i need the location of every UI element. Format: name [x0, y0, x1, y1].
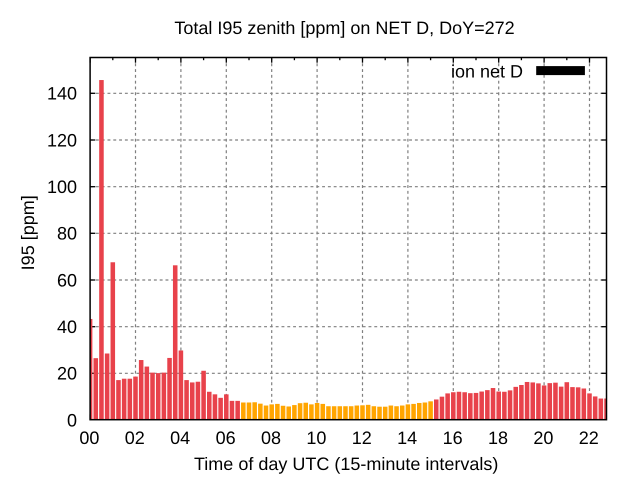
svg-text:80: 80 — [57, 224, 77, 244]
svg-text:04: 04 — [170, 428, 190, 448]
svg-text:140: 140 — [47, 84, 77, 104]
svg-text:ion net D: ion net D — [451, 61, 523, 81]
svg-text:100: 100 — [47, 177, 77, 197]
svg-text:12: 12 — [352, 428, 372, 448]
svg-text:Time of day UTC (15-minute int: Time of day UTC (15-minute intervals) — [194, 454, 498, 474]
svg-text:I95 [ppm]: I95 [ppm] — [18, 195, 38, 270]
svg-text:08: 08 — [261, 428, 281, 448]
svg-text:14: 14 — [397, 428, 417, 448]
svg-text:02: 02 — [125, 428, 145, 448]
svg-text:40: 40 — [57, 317, 77, 337]
svg-text:60: 60 — [57, 270, 77, 290]
svg-text:00: 00 — [79, 428, 99, 448]
svg-text:20: 20 — [57, 364, 77, 384]
svg-text:Total I95 zenith [ppm] on NET: Total I95 zenith [ppm] on NET D, DoY=272 — [174, 18, 514, 38]
svg-text:16: 16 — [443, 428, 463, 448]
svg-text:10: 10 — [306, 428, 326, 448]
svg-text:22: 22 — [579, 428, 599, 448]
svg-text:0: 0 — [67, 410, 77, 430]
svg-text:20: 20 — [533, 428, 553, 448]
svg-text:06: 06 — [216, 428, 236, 448]
svg-text:120: 120 — [47, 130, 77, 150]
svg-text:18: 18 — [488, 428, 508, 448]
